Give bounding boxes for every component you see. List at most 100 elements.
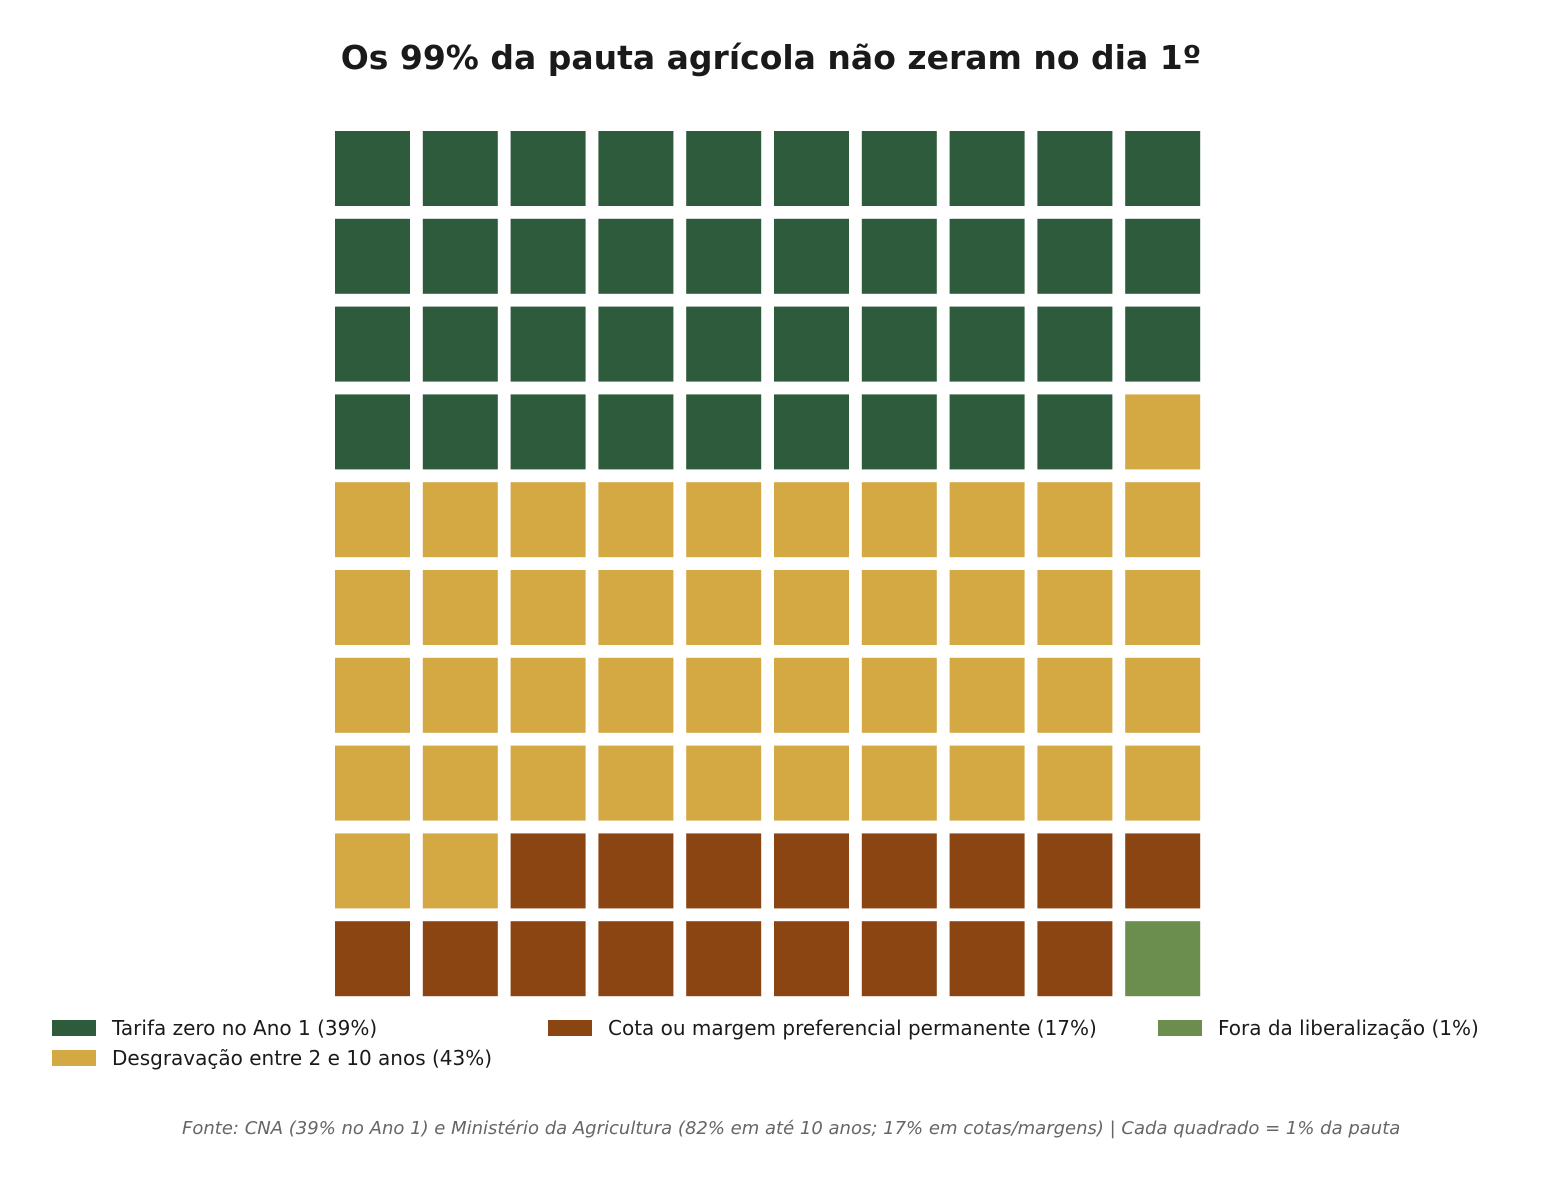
waffle-cell-tarifa-zero (510, 394, 586, 470)
waffle-cell-desgravacao (1125, 394, 1201, 470)
legend-label-cota-margem: Cota ou margem preferencial permanente (… (608, 1016, 1097, 1040)
waffle-cell-desgravacao (1037, 570, 1113, 645)
legend-label-fora-liberalizacao: Fora da liberalização (1%) (1218, 1016, 1479, 1040)
waffle-cell-tarifa-zero (1037, 306, 1113, 382)
waffle-cell-desgravacao (598, 570, 674, 645)
waffle-cell-desgravacao (861, 482, 937, 558)
waffle-cell-desgravacao (422, 745, 498, 821)
waffle-cell-tarifa-zero (861, 131, 937, 206)
legend-item-fora-liberalizacao: Fora da liberalização (1%) (1158, 1016, 1479, 1040)
waffle-cell-tarifa-zero (686, 306, 762, 382)
waffle-cell-desgravacao (1125, 570, 1201, 645)
source-note: Fonte: CNA (39% no Ano 1) e Ministério d… (182, 1118, 1401, 1139)
waffle-cell-cota-margem (861, 921, 937, 997)
waffle-cell-tarifa-zero (1125, 218, 1201, 294)
waffle-cell-tarifa-zero (949, 131, 1025, 206)
chart-title: Os 99% da pauta agrícola não zeram no di… (340, 38, 1202, 77)
waffle-cell-cota-margem (1125, 833, 1201, 909)
waffle-cell-tarifa-zero (686, 131, 762, 206)
legend: Tarifa zero no Ano 1 (39%) Desgravação e… (52, 1016, 1512, 1076)
waffle-cell-desgravacao (1037, 482, 1113, 558)
waffle-cell-desgravacao (861, 657, 937, 733)
waffle-cell-desgravacao (335, 570, 410, 645)
waffle-cell-desgravacao (774, 745, 849, 821)
waffle-cell-desgravacao (949, 657, 1025, 733)
waffle-cell-tarifa-zero (861, 394, 937, 470)
legend-swatch-desgravacao (52, 1050, 96, 1066)
waffle-cell-desgravacao (598, 745, 674, 821)
waffle-cell-tarifa-zero (510, 306, 586, 382)
waffle-cell-desgravacao (686, 570, 762, 645)
waffle-cell-desgravacao (1125, 745, 1201, 821)
waffle-cell-cota-margem (510, 921, 586, 997)
waffle-cell-cota-margem (686, 833, 762, 909)
waffle-cell-tarifa-zero (949, 394, 1025, 470)
waffle-cell-cota-margem (510, 833, 586, 909)
waffle-cell-desgravacao (422, 833, 498, 909)
legend-label-desgravacao: Desgravação entre 2 e 10 anos (43%) (112, 1046, 493, 1070)
waffle-cell-tarifa-zero (1037, 131, 1113, 206)
waffle-cell-cota-margem (774, 921, 849, 997)
waffle-cell-desgravacao (774, 570, 849, 645)
waffle-cell-desgravacao (335, 833, 410, 909)
waffle-cell-tarifa-zero (774, 218, 849, 294)
waffle-cell-cota-margem (686, 921, 762, 997)
legend-swatch-cota-margem (548, 1020, 592, 1036)
waffle-cell-desgravacao (949, 745, 1025, 821)
waffle-cell-desgravacao (949, 570, 1025, 645)
legend-item-cota-margem: Cota ou margem preferencial permanente (… (548, 1016, 1097, 1040)
waffle-cell-tarifa-zero (1125, 306, 1201, 382)
waffle-cell-cota-margem (1037, 833, 1113, 909)
waffle-cell-tarifa-zero (949, 306, 1025, 382)
waffle-cell-fora-liberalizacao (1125, 921, 1201, 997)
waffle-cell-tarifa-zero (335, 306, 410, 382)
waffle-cell-desgravacao (598, 482, 674, 558)
legend-swatch-fora-liberalizacao (1158, 1020, 1202, 1036)
waffle-cell-desgravacao (686, 745, 762, 821)
waffle-cell-tarifa-zero (422, 306, 498, 382)
waffle-cell-cota-margem (335, 921, 410, 997)
waffle-cell-cota-margem (861, 833, 937, 909)
waffle-cell-tarifa-zero (598, 394, 674, 470)
waffle-cell-desgravacao (1125, 657, 1201, 733)
waffle-cell-desgravacao (949, 482, 1025, 558)
waffle-cell-desgravacao (422, 482, 498, 558)
waffle-cell-desgravacao (598, 657, 674, 733)
waffle-cell-cota-margem (774, 833, 849, 909)
waffle-cell-desgravacao (510, 657, 586, 733)
waffle-cell-tarifa-zero (510, 218, 586, 294)
waffle-cell-desgravacao (335, 482, 410, 558)
waffle-cell-cota-margem (422, 921, 498, 997)
waffle-cell-cota-margem (598, 921, 674, 997)
waffle-cell-desgravacao (510, 570, 586, 645)
waffle-cell-desgravacao (1037, 745, 1113, 821)
waffle-cell-desgravacao (686, 482, 762, 558)
waffle-cell-tarifa-zero (861, 218, 937, 294)
waffle-cell-desgravacao (686, 657, 762, 733)
waffle-cell-tarifa-zero (510, 131, 586, 206)
waffle-cell-desgravacao (335, 657, 410, 733)
waffle-cell-tarifa-zero (422, 394, 498, 470)
waffle-cell-desgravacao (510, 745, 586, 821)
waffle-cell-tarifa-zero (949, 218, 1025, 294)
waffle-cell-tarifa-zero (598, 218, 674, 294)
waffle-cell-tarifa-zero (335, 131, 410, 206)
waffle-cell-desgravacao (422, 657, 498, 733)
waffle-cell-cota-margem (949, 921, 1025, 997)
waffle-cell-desgravacao (422, 570, 498, 645)
waffle-cell-tarifa-zero (422, 131, 498, 206)
waffle-cell-tarifa-zero (598, 306, 674, 382)
waffle-cell-tarifa-zero (774, 394, 849, 470)
waffle-cell-tarifa-zero (422, 218, 498, 294)
waffle-cell-tarifa-zero (774, 131, 849, 206)
waffle-cell-tarifa-zero (335, 218, 410, 294)
waffle-cell-tarifa-zero (598, 131, 674, 206)
waffle-cell-desgravacao (774, 482, 849, 558)
legend-item-desgravacao: Desgravação entre 2 e 10 anos (43%) (52, 1046, 492, 1070)
waffle-cell-cota-margem (598, 833, 674, 909)
waffle-cell-desgravacao (510, 482, 586, 558)
waffle-cell-desgravacao (335, 745, 410, 821)
waffle-cell-cota-margem (1037, 921, 1113, 997)
waffle-cell-tarifa-zero (1037, 394, 1113, 470)
